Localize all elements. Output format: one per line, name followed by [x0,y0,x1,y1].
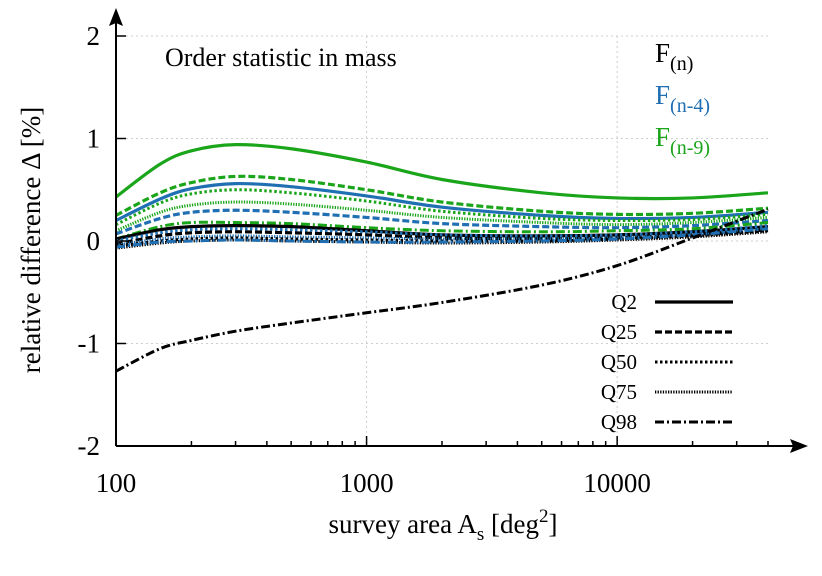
series-line-fn-9-solid [115,143,769,201]
series-line-fn-4-dashdot [115,227,769,249]
style-legend-label: Q75 [601,380,637,404]
series-line-fn-9-dotted [115,188,769,226]
series-line-fn-9-dashed [115,174,769,217]
series-line-fn-dashed [115,228,769,246]
style-legend-label: Q25 [601,320,637,344]
line-style-legend: Q2 Q25 Q50 Q75 Q98 [601,290,733,434]
x-tick-label: 100 [96,468,137,498]
series-line-fn-4-dotted [115,224,769,243]
chart-annotation: Order statistic in mass [165,43,397,72]
style-legend-entry-q98: Q98 [601,410,733,434]
series-line-fn-4-solid [115,181,769,222]
style-legend-entry-q75: Q75 [601,380,733,404]
color-legend-entry: F(n-9) [655,122,710,159]
style-legend-entry-q25: Q25 [601,320,733,344]
y-tick-label: 1 [87,124,101,154]
y-axis-label: relative difference Δ [%] [16,107,46,373]
style-legend-label: Q2 [611,290,637,314]
style-legend-entry-q50: Q50 [601,350,733,374]
x-tick-label: 10000 [583,468,651,498]
color-legend: F(n) F(n-4) F(n-9) [655,38,710,159]
axes [109,8,808,453]
y-tick-label: -2 [78,431,101,461]
color-legend-entry: F(n-4) [655,80,710,117]
color-legend-entry: F(n) [655,38,693,75]
series-line-fn-4-dashed [115,208,769,236]
style-legend-label: Q98 [601,410,637,434]
series-line-fn-9-dashdot [115,220,769,241]
series-line-fn-dashdot [115,207,769,373]
series-line-fn-solid [115,224,769,241]
y-tick-label: -1 [78,329,101,359]
x-tick-label: 1000 [340,468,394,498]
series-line-fn-9-fine-dotted [115,200,769,233]
y-tick-label: 0 [87,226,101,256]
x-axis-label: survey area As [deg2] [328,506,557,545]
series-line-fn-dotted [115,229,769,248]
x-axis-arrow-icon [790,439,808,453]
style-legend-entry-q2: Q2 [611,290,733,314]
tick-labels: 100 1000 10000 -2 -1 0 1 2 [78,21,651,498]
y-tick-label: 2 [87,21,101,51]
series-lines [115,143,769,373]
y-axis-arrow-icon [109,8,123,26]
style-legend-label: Q50 [601,350,637,374]
